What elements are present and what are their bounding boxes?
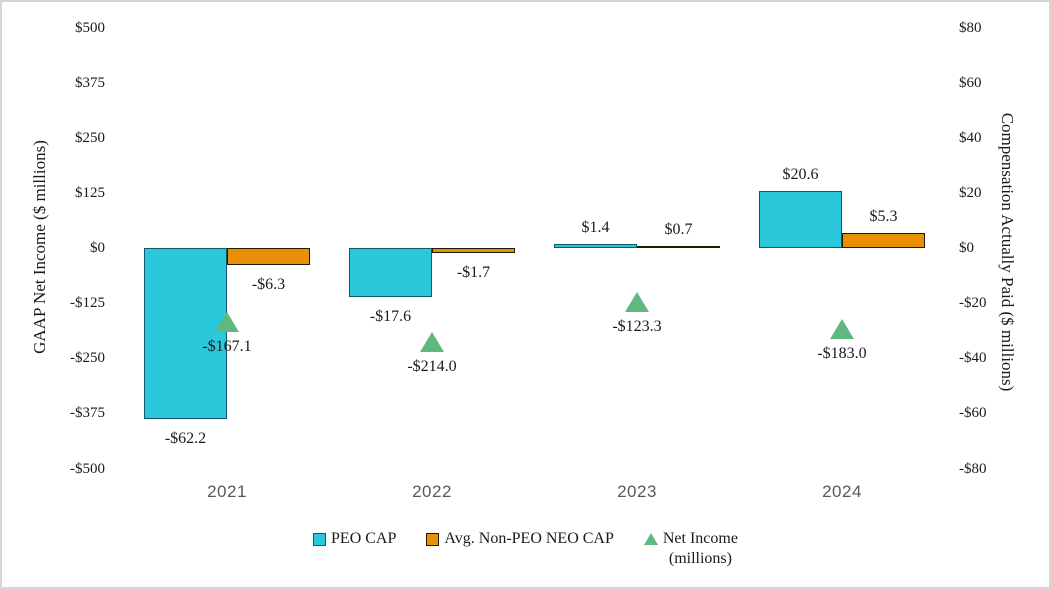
data-label-peo-cap: $20.6 <box>782 166 819 184</box>
left-axis-tick-label: $0 <box>90 240 105 256</box>
left-axis-tick-label: -$125 <box>70 295 105 312</box>
bar-avg-non-peo-neo-cap <box>842 233 925 248</box>
net-income-triangle-marker <box>625 292 649 313</box>
right-axis-tick-label: $0 <box>959 240 974 256</box>
legend-item-net-income-millions: Net Income (millions) <box>643 529 738 569</box>
left-axis-tick-label: $125 <box>75 184 105 201</box>
data-label-peo-cap: -$17.6 <box>369 307 412 325</box>
net-income-triangle-marker <box>420 332 444 353</box>
net-income-triangle-marker <box>830 318 854 339</box>
left-axis-tick-label: -$250 <box>70 350 105 367</box>
data-label-net-income-millions: -$214.0 <box>407 358 457 376</box>
chart-legend: PEO CAP Avg. Non-PEO NEO CAP Net Income (m… <box>2 529 1049 569</box>
right-axis-tick-label: -$60 <box>959 405 987 422</box>
right-axis-tick-label: $20 <box>959 184 982 201</box>
legend-item-label: Avg. Non-PEO NEO CAP <box>444 530 614 547</box>
right-axis-tick-label: $80 <box>959 19 982 36</box>
x-axis-category-label: 2023 <box>617 482 657 501</box>
avg-non-peo-neo-cap-legend-swatch-icon <box>426 533 440 546</box>
bar-avg-non-peo-neo-cap <box>227 248 310 266</box>
legend-item-avg-non-peo-neo-cap: Avg. Non-PEO NEO CAP <box>426 529 614 549</box>
data-label-avg-non-peo-neo-cap: $0.7 <box>664 221 693 238</box>
data-label-peo-cap: -$62.2 <box>164 430 207 448</box>
data-label-avg-non-peo-neo-cap: $5.3 <box>869 208 898 226</box>
bar-avg-non-peo-neo-cap <box>432 248 515 253</box>
data-label-net-income-millions: -$183.0 <box>817 344 867 362</box>
bar-peo-cap <box>554 244 637 248</box>
left-axis-tick-label: $250 <box>75 129 105 146</box>
bar-peo-cap <box>759 191 842 248</box>
right-axis-tick-label: -$80 <box>959 460 987 477</box>
left-axis-tick-label: -$375 <box>70 405 105 422</box>
x-axis-category-label: 2024 <box>822 482 862 501</box>
peo-cap-legend-swatch-icon <box>313 533 327 546</box>
data-label-avg-non-peo-neo-cap: -$1.7 <box>456 263 491 281</box>
bar-peo-cap <box>144 248 227 420</box>
x-axis-category-label: 2021 <box>207 482 247 501</box>
data-label-net-income-millions: -$123.3 <box>612 318 662 336</box>
right-axis-tick-label: -$20 <box>959 295 987 312</box>
data-label-net-income-millions: -$167.1 <box>202 337 252 355</box>
net-income-triangle-marker <box>215 311 239 332</box>
data-label-avg-non-peo-neo-cap: -$6.3 <box>251 276 286 294</box>
net-income-millions-legend-triangle-icon <box>643 533 658 545</box>
left-axis-tick-label: -$500 <box>70 460 105 477</box>
left-axis-tick-label: $500 <box>75 19 105 36</box>
right-axis-tick-label: $40 <box>959 129 982 146</box>
legend-item-label: Net Income (millions) <box>662 530 738 567</box>
legend-item-label: PEO CAP <box>331 530 397 547</box>
bar-avg-non-peo-neo-cap <box>637 246 720 248</box>
right-axis-tick-label: -$40 <box>959 350 987 367</box>
data-label-peo-cap: $1.4 <box>581 219 610 237</box>
bar-peo-cap <box>349 248 432 297</box>
right-axis-tick-label: $60 <box>959 74 982 91</box>
left-axis-tick-label: $375 <box>75 74 105 91</box>
x-axis-category-label: 2022 <box>412 482 452 501</box>
legend-item-peo-cap: PEO CAP <box>313 529 396 549</box>
